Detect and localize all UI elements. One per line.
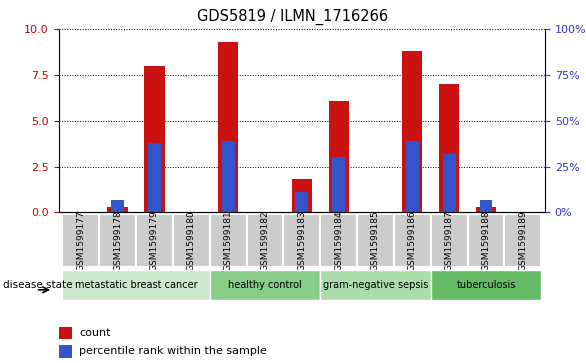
Text: GSM1599178: GSM1599178 xyxy=(113,210,122,271)
Text: GSM1599188: GSM1599188 xyxy=(482,210,490,271)
Text: percentile rank within the sample: percentile rank within the sample xyxy=(79,346,267,356)
Bar xyxy=(107,207,128,212)
Text: GSM1599180: GSM1599180 xyxy=(187,210,196,271)
Bar xyxy=(111,200,124,212)
Text: tuberculosis: tuberculosis xyxy=(456,280,516,290)
Bar xyxy=(173,214,210,267)
Text: GSM1599187: GSM1599187 xyxy=(445,210,454,271)
Bar xyxy=(99,214,136,267)
Bar xyxy=(320,270,431,300)
Text: healthy control: healthy control xyxy=(228,280,302,290)
Text: gram-negative sepsis: gram-negative sepsis xyxy=(323,280,428,290)
Text: GSM1599177: GSM1599177 xyxy=(76,210,85,271)
Text: count: count xyxy=(79,328,111,338)
Bar xyxy=(62,214,99,267)
Bar xyxy=(476,207,496,212)
Bar xyxy=(222,141,234,212)
Bar xyxy=(332,158,345,212)
Bar xyxy=(62,270,210,300)
Bar xyxy=(505,214,541,267)
Text: GSM1599184: GSM1599184 xyxy=(334,210,343,271)
Bar xyxy=(295,192,308,212)
Text: GSM1599189: GSM1599189 xyxy=(519,210,527,271)
Bar xyxy=(284,214,320,267)
Bar xyxy=(479,200,492,212)
Bar xyxy=(329,101,349,212)
Bar xyxy=(210,270,320,300)
Bar xyxy=(468,214,505,267)
Text: GSM1599183: GSM1599183 xyxy=(297,210,306,271)
Bar xyxy=(443,154,456,212)
Text: GSM1599179: GSM1599179 xyxy=(150,210,159,271)
Bar xyxy=(59,345,72,358)
Text: disease state: disease state xyxy=(3,280,73,290)
Text: GSM1599185: GSM1599185 xyxy=(371,210,380,271)
Bar xyxy=(431,270,541,300)
Text: metastatic breast cancer: metastatic breast cancer xyxy=(74,280,197,290)
Bar xyxy=(59,327,72,339)
Bar xyxy=(292,179,312,212)
Bar xyxy=(406,141,419,212)
Bar xyxy=(394,214,431,267)
Bar xyxy=(402,51,423,212)
Text: GSM1599186: GSM1599186 xyxy=(408,210,417,271)
Bar xyxy=(357,214,394,267)
Bar xyxy=(431,214,468,267)
Bar xyxy=(136,214,173,267)
Text: GDS5819 / ILMN_1716266: GDS5819 / ILMN_1716266 xyxy=(197,9,389,25)
Bar xyxy=(218,42,239,212)
Bar xyxy=(144,66,165,212)
Text: GSM1599182: GSM1599182 xyxy=(260,210,270,271)
Text: GSM1599181: GSM1599181 xyxy=(224,210,233,271)
Bar xyxy=(439,84,459,212)
Bar xyxy=(247,214,284,267)
Bar xyxy=(148,143,161,212)
Bar xyxy=(210,214,247,267)
Bar xyxy=(320,214,357,267)
